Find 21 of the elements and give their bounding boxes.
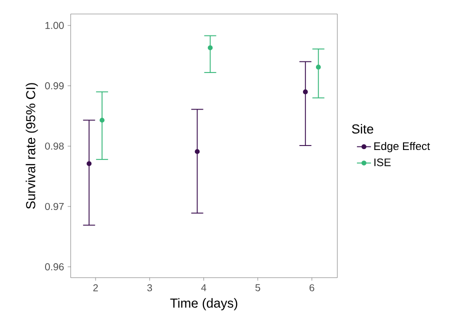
point (194, 149, 200, 154)
point (86, 161, 92, 166)
x-tick-label: 5 (255, 284, 260, 292)
y-tick-label: 1.00 (45, 22, 64, 29)
legend-label: ISE (374, 158, 391, 166)
point (316, 64, 321, 70)
point (100, 118, 105, 123)
x-tick-label: 4 (201, 284, 206, 292)
x-tick-label: 3 (147, 284, 152, 292)
y-axis-title: Survival rate (95% CI) (26, 83, 38, 209)
legend-label: Edge Effect (374, 142, 430, 152)
point (208, 45, 213, 50)
y-tick-label: 0.96 (45, 263, 64, 270)
y-tick-label: 0.98 (45, 142, 64, 150)
x-tick-label: 6 (310, 284, 314, 292)
legend-title: Site (352, 124, 374, 134)
y-tick-label: 0.99 (45, 82, 64, 90)
y-tick-label: 0.97 (45, 202, 64, 210)
point (302, 89, 308, 94)
x-axis-title: Time (days) (170, 298, 238, 310)
x-tick-label: 2 (93, 284, 98, 292)
